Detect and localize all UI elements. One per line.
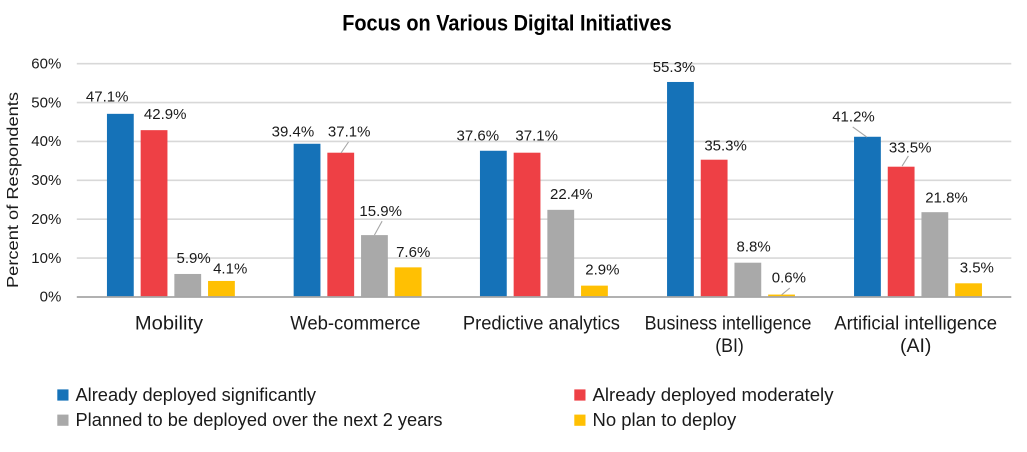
svg-text:22.4%: 22.4% <box>550 186 593 203</box>
svg-text:No plan to deploy: No plan to deploy <box>593 409 738 430</box>
svg-text:Percent of Respondents: Percent of Respondents <box>5 92 22 288</box>
svg-text:Predictive analytics: Predictive analytics <box>463 314 620 335</box>
svg-text:Web-commerce: Web-commerce <box>290 314 420 335</box>
svg-text:(AI): (AI) <box>900 336 931 357</box>
svg-text:8.8%: 8.8% <box>736 238 770 255</box>
svg-text:7.6%: 7.6% <box>396 244 430 261</box>
svg-text:37.1%: 37.1% <box>515 127 558 144</box>
svg-text:60%: 60% <box>31 56 61 73</box>
svg-text:42.9%: 42.9% <box>144 106 187 123</box>
svg-text:47.1%: 47.1% <box>86 89 129 106</box>
svg-text:Business intelligence: Business intelligence <box>645 314 812 335</box>
svg-text:39.4%: 39.4% <box>272 124 315 141</box>
svg-text:Already deployed significantly: Already deployed significantly <box>76 384 317 405</box>
svg-text:Already deployed moderately: Already deployed moderately <box>593 384 835 405</box>
svg-text:40%: 40% <box>31 133 61 150</box>
svg-text:Artificial intelligence: Artificial intelligence <box>834 314 997 335</box>
svg-text:37.6%: 37.6% <box>457 127 500 144</box>
svg-text:35.3%: 35.3% <box>704 137 747 154</box>
svg-text:0%: 0% <box>40 289 62 306</box>
svg-text:10%: 10% <box>31 250 61 267</box>
svg-text:0.6%: 0.6% <box>772 269 806 286</box>
svg-text:37.1%: 37.1% <box>328 124 371 141</box>
svg-text:21.8%: 21.8% <box>925 190 968 207</box>
svg-text:Focus on Various Digital Initi: Focus on Various Digital Initiatives <box>342 11 672 36</box>
svg-text:50%: 50% <box>31 94 61 111</box>
svg-text:5.9%: 5.9% <box>176 250 210 267</box>
svg-text:(BI): (BI) <box>715 336 744 357</box>
svg-text:55.3%: 55.3% <box>653 59 696 76</box>
svg-text:30%: 30% <box>31 172 61 189</box>
svg-text:41.2%: 41.2% <box>832 109 875 126</box>
svg-text:4.1%: 4.1% <box>213 261 247 278</box>
svg-text:2.9%: 2.9% <box>585 261 619 278</box>
svg-text:Mobility: Mobility <box>135 314 204 335</box>
svg-text:20%: 20% <box>31 211 61 228</box>
svg-text:15.9%: 15.9% <box>359 203 402 220</box>
svg-text:Planned to be deployed over th: Planned to be deployed over the next 2 y… <box>76 409 443 430</box>
svg-text:33.5%: 33.5% <box>889 139 932 156</box>
svg-text:3.5%: 3.5% <box>960 260 994 277</box>
